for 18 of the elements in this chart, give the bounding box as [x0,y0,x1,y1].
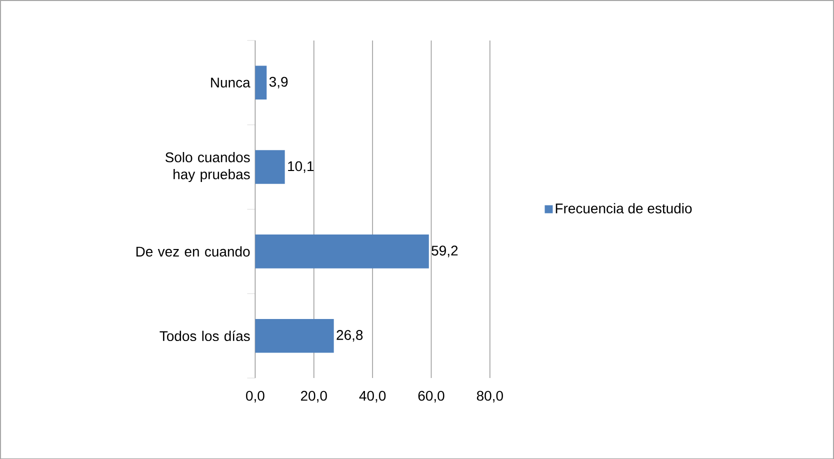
data-label: 10,1 [288,161,314,173]
x-tick-label: 0,0 [246,390,264,402]
y-tick-label: Nunca [211,78,250,88]
x-tick-label: 40,0 [359,390,386,402]
bar [255,150,285,184]
y-tick-label: De vez en cuando [136,246,250,256]
bar [255,234,429,268]
bar [255,318,334,352]
x-tick-label: 80,0 [476,390,503,402]
data-label: 3,9 [269,76,288,88]
y-tick-label: Solo cuandos hay pruebas [165,152,250,182]
bar [255,66,267,100]
x-tick-label: 60,0 [418,390,444,402]
data-label: 59,2 [432,245,458,258]
y-tick-label: Todos los días [160,330,250,341]
legend-label: Frecuencia de estudio [556,202,692,214]
data-label: 26,8 [336,330,363,342]
x-tick-label: 20,0 [300,390,327,402]
